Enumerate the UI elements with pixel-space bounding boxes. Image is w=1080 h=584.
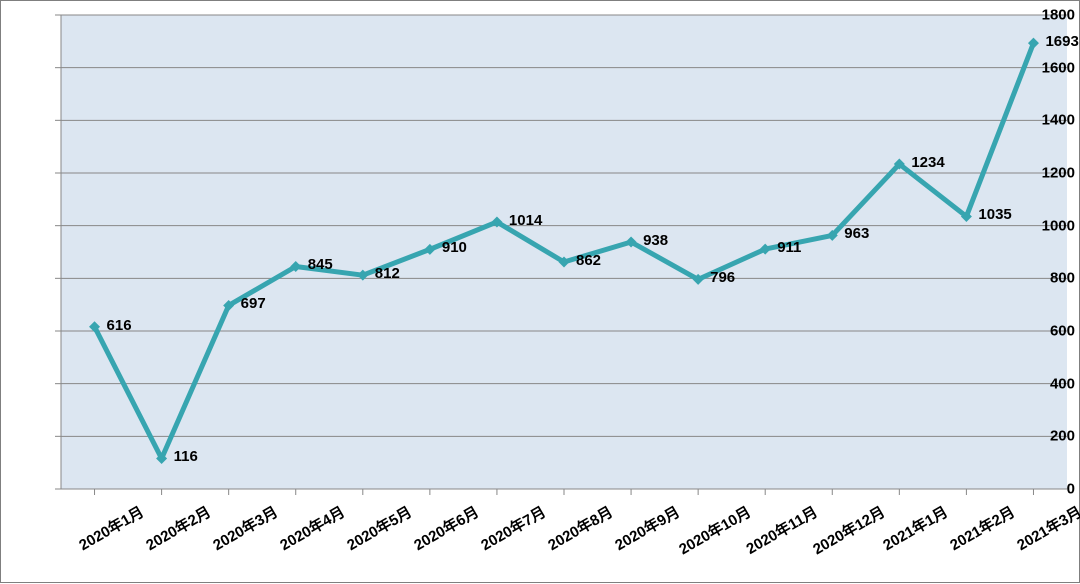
y-tick-label: 600 (1025, 323, 1075, 340)
data-label: 1014 (509, 212, 542, 229)
data-label: 910 (442, 239, 467, 256)
data-label: 963 (844, 225, 869, 242)
y-tick-label: 200 (1025, 428, 1075, 445)
y-tick-label: 0 (1025, 481, 1075, 498)
y-tick-label: 1200 (1025, 165, 1075, 182)
y-tick-label: 1600 (1025, 59, 1075, 76)
data-label: 616 (107, 317, 132, 334)
y-tick-label: 1000 (1025, 217, 1075, 234)
chart-frame: 020040060080010001200140016001800 2020年1… (0, 0, 1080, 583)
line-chart-svg (1, 1, 1080, 584)
data-label: 697 (241, 295, 266, 312)
data-label: 796 (710, 269, 735, 286)
y-tick-label: 1800 (1025, 7, 1075, 24)
y-tick-label: 1400 (1025, 112, 1075, 129)
data-label: 1234 (911, 154, 944, 171)
y-tick-label: 400 (1025, 375, 1075, 392)
y-tick-label: 800 (1025, 270, 1075, 287)
data-label: 845 (308, 256, 333, 273)
data-label: 1035 (978, 206, 1011, 223)
data-label: 116 (174, 448, 198, 465)
data-label: 862 (576, 252, 601, 269)
data-label: 938 (643, 232, 668, 249)
data-label: 812 (375, 265, 400, 282)
data-label: 1693 (1045, 33, 1078, 50)
data-label: 911 (777, 239, 801, 256)
